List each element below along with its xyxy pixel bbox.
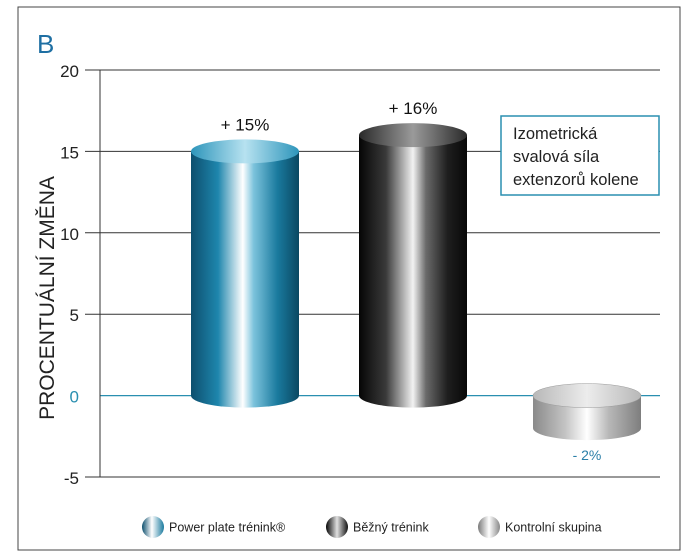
bar-top: [532, 383, 642, 408]
legend-item: Power plate trénink®: [142, 516, 286, 538]
legend-item: Běžný trénink: [326, 516, 429, 538]
value-label: + 16%: [389, 99, 438, 118]
y-tick-label: 0: [70, 388, 79, 407]
annotation-border: [500, 115, 660, 196]
annotation-line-2: svalová síla: [513, 148, 600, 166]
y-tick-label: 20: [60, 62, 79, 81]
legend-swatch: [478, 516, 500, 538]
y-tick-label: 5: [70, 306, 79, 325]
y-tick-label: 15: [60, 143, 79, 162]
bar-3: [532, 383, 642, 441]
annotation-line-3: extenzorů kolene: [513, 171, 639, 189]
legend-swatch: [326, 516, 348, 538]
legend-label: Kontrolní skupina: [505, 521, 602, 535]
bars: [191, 123, 642, 441]
bar-body: [533, 395, 641, 441]
y-axis-title: PROCENTUÁLNÍ ZMĚNA: [36, 176, 59, 420]
legend-label: Power plate trénink®: [169, 521, 286, 535]
y-tick-label: 10: [60, 225, 79, 244]
legend-swatch: [142, 516, 164, 538]
figure-border: [17, 6, 681, 551]
value-label: + 15%: [221, 115, 270, 134]
value-labels: + 15% + 16% - 2%: [221, 99, 602, 463]
annotation-line-1: Izometrická: [513, 125, 598, 143]
annotation-box: Izometrická svalová síla extenzorů kolen…: [500, 115, 660, 196]
bar-top: [191, 139, 299, 164]
bar-body: [191, 151, 299, 408]
bar-2: [359, 123, 467, 408]
bar-top: [359, 123, 467, 148]
legend-item: Kontrolní skupina: [478, 516, 602, 538]
value-label: - 2%: [573, 447, 602, 463]
y-tick-labels: 20 15 10 5 0 -5: [60, 62, 79, 488]
bar-body: [359, 135, 467, 408]
legend: Power plate trénink® Běžný trénink Kontrol…: [142, 516, 602, 538]
bar-1: [191, 139, 299, 408]
panel-label: B: [37, 29, 54, 59]
y-tick-label: -5: [64, 469, 79, 488]
legend-label: Běžný trénink: [353, 521, 429, 535]
